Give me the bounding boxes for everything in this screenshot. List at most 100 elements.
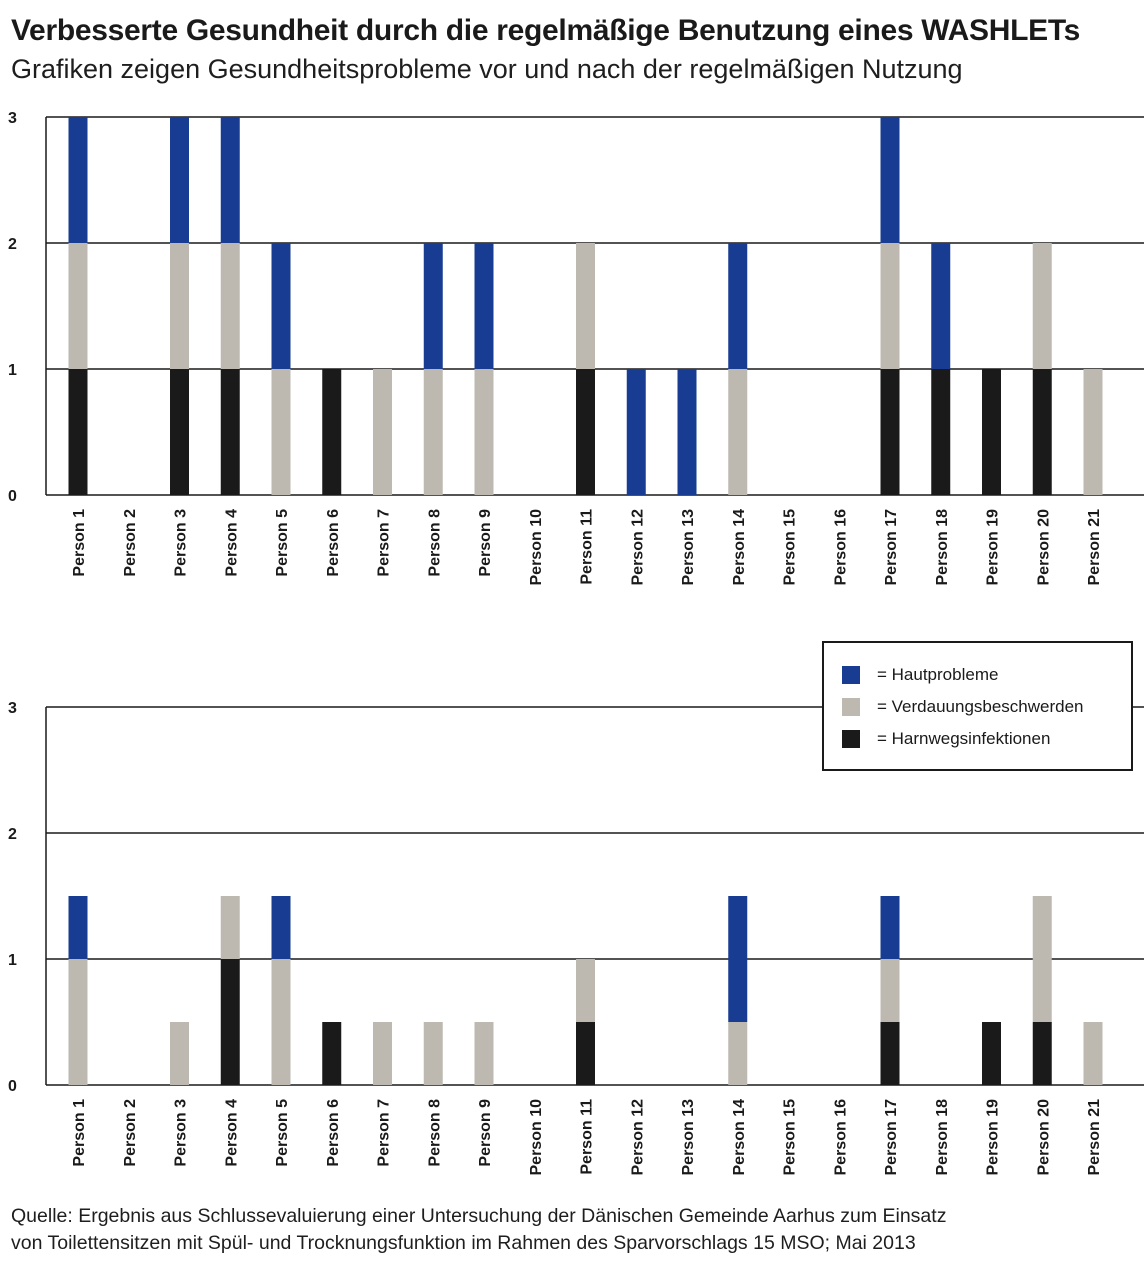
after-bar-hautprobleme-5	[271, 896, 291, 959]
before-x-tick-label: Person 17	[883, 509, 900, 586]
before-bar-verdauungsbeschwerden-1	[68, 243, 88, 369]
after-bar-verdauungsbeschwerden-21	[1083, 1022, 1103, 1085]
after-x-tick-label: Person 4	[223, 1099, 240, 1167]
before-bar-hautprobleme-14	[728, 243, 748, 369]
after-x-tick-label: Person 9	[477, 1099, 494, 1167]
after-x-tick-label: Person 10	[528, 1099, 545, 1176]
after-bar-verdauungsbeschwerden-17	[880, 959, 900, 1022]
after-x-tick-label: Person 16	[832, 1099, 849, 1176]
before-bar-hautprobleme-3	[170, 117, 189, 243]
after-x-tick-label: Person 13	[680, 1099, 697, 1176]
legend-label-hautprobleme: = Hautprobleme	[877, 665, 999, 684]
before-bar-hautprobleme-8	[423, 243, 443, 369]
chart-subtitle: Grafiken zeigen Gesundheitsprobleme vor …	[11, 54, 963, 84]
after-x-tick-label: Person 19	[985, 1099, 1002, 1176]
before-bar-verdauungsbeschwerden-17	[880, 243, 900, 369]
before-x-tick-label: Person 21	[1086, 509, 1103, 586]
before-bar-verdauungsbeschwerden-11	[576, 243, 595, 369]
before-bar-hautprobleme-4	[220, 117, 240, 243]
before-x-tick-label: Person 3	[173, 509, 190, 577]
before-bar-hautprobleme-18	[931, 243, 951, 369]
after-bar-harnwegsinfektionen-4	[220, 959, 240, 1085]
before-bar-harnwegsinfektionen-11	[576, 369, 595, 495]
after-bar-verdauungsbeschwerden-5	[271, 959, 291, 1085]
after-bar-harnwegsinfektionen-6	[322, 1022, 342, 1085]
before-bar-harnwegsinfektionen-19	[982, 369, 1001, 495]
after-bar-hautprobleme-14	[728, 896, 748, 1022]
after-bar-harnwegsinfektionen-17	[880, 1022, 900, 1085]
after-bar-hautprobleme-1	[68, 896, 88, 959]
before-bar-harnwegsinfektionen-20	[1032, 369, 1052, 495]
before-bar-hautprobleme-17	[880, 117, 900, 243]
before-x-tick-label: Person 4	[223, 509, 240, 577]
after-x-tick-label: Person 2	[122, 1099, 139, 1167]
after-bar-harnwegsinfektionen-20	[1032, 1022, 1052, 1085]
chart-before-usage: 0 1 2 3 Person 1 Person 2 Person 3 Person 4 Pers…	[8, 110, 1144, 586]
legend-label-verdauungsbeschwerden: = Verdauungsbeschwerden	[877, 697, 1084, 716]
after-bar-harnwegsinfektionen-19	[982, 1022, 1001, 1085]
legend-swatch-harnwegsinfektionen	[842, 730, 860, 748]
before-bar-verdauungsbeschwerden-5	[271, 369, 291, 495]
legend-label-harnwegsinfektionen: = Harnwegsinfektionen	[877, 729, 1051, 748]
before-bar-verdauungsbeschwerden-4	[220, 243, 240, 369]
before-bar-harnwegsinfektionen-6	[322, 369, 342, 495]
after-x-tick-label: Person 8	[426, 1099, 443, 1167]
before-bar-harnwegsinfektionen-1	[68, 369, 88, 495]
before-x-tick-label: Person 2	[122, 509, 139, 577]
before-y-tick-label: 2	[8, 236, 17, 253]
after-y-tick-label: 0	[8, 1078, 17, 1095]
before-bar-verdauungsbeschwerden-20	[1032, 243, 1052, 369]
after-bar-verdauungsbeschwerden-7	[373, 1022, 392, 1085]
after-bar-verdauungsbeschwerden-14	[728, 1022, 748, 1085]
before-x-tick-label: Person 15	[782, 509, 799, 586]
after-bar-verdauungsbeschwerden-11	[576, 959, 595, 1022]
after-bar-verdauungsbeschwerden-3	[170, 1022, 189, 1085]
after-bar-verdauungsbeschwerden-20	[1032, 896, 1052, 1022]
before-bar-verdauungsbeschwerden-9	[474, 369, 494, 495]
after-bar-verdauungsbeschwerden-9	[474, 1022, 494, 1085]
before-bar-hautprobleme-1	[68, 117, 88, 243]
chart-title: Verbesserte Gesundheit durch die regelmä…	[11, 14, 1080, 47]
after-x-tick-label: Person 3	[173, 1099, 190, 1167]
legend-item-verdauungsbeschwerden: = Verdauungsbeschwerden	[842, 697, 1084, 717]
before-x-tick-label: Person 6	[325, 509, 342, 577]
source-line-1: Quelle: Ergebnis aus Schlussevaluierung …	[11, 1205, 947, 1227]
before-bar-verdauungsbeschwerden-21	[1083, 369, 1103, 495]
before-bar-verdauungsbeschwerden-3	[170, 243, 189, 369]
after-x-tick-label: Person 20	[1035, 1099, 1052, 1176]
after-y-tick-label: 2	[8, 826, 17, 843]
after-x-tick-label: Person 17	[883, 1099, 900, 1176]
before-y-tick-label: 0	[8, 488, 17, 505]
legend-swatch-verdauungsbeschwerden	[842, 698, 860, 716]
after-x-tick-label: Person 11	[579, 1099, 596, 1175]
after-x-tick-label: Person 5	[274, 1099, 291, 1167]
after-x-tick-label: Person 14	[731, 1099, 748, 1176]
before-bar-verdauungsbeschwerden-14	[728, 369, 748, 495]
before-bar-hautprobleme-13	[677, 369, 697, 495]
after-x-tick-label: Person 15	[782, 1099, 799, 1176]
before-x-tick-label: Person 12	[629, 509, 646, 586]
after-bar-hautprobleme-17	[880, 896, 900, 959]
before-x-tick-label: Person 5	[274, 509, 291, 577]
legend-item-harnwegsinfektionen: = Harnwegsinfektionen	[842, 729, 1050, 749]
before-x-tick-label: Person 16	[832, 509, 849, 586]
before-x-tick-label: Person 7	[376, 509, 393, 577]
source-note: Quelle: Ergebnis aus Schlussevaluierung …	[11, 1203, 946, 1257]
legend-box: = Hautprobleme = Verdauungsbeschwerden =…	[822, 641, 1133, 771]
after-x-tick-label: Person 6	[325, 1099, 342, 1167]
before-bar-harnwegsinfektionen-3	[170, 369, 189, 495]
legend-item-hautprobleme: = Hautprobleme	[842, 665, 998, 685]
before-x-tick-label: Person 13	[680, 509, 697, 586]
after-bar-verdauungsbeschwerden-4	[220, 896, 240, 959]
after-x-tick-label: Person 7	[376, 1099, 393, 1167]
source-line-2: von Toilettensitzen mit Spül- und Trockn…	[11, 1232, 916, 1254]
after-bar-verdauungsbeschwerden-8	[423, 1022, 443, 1085]
before-bar-harnwegsinfektionen-17	[880, 369, 900, 495]
after-bar-harnwegsinfektionen-11	[576, 1022, 595, 1085]
before-x-tick-label: Person 14	[731, 509, 748, 586]
before-bar-harnwegsinfektionen-18	[931, 369, 951, 495]
before-x-tick-label: Person 11	[579, 509, 596, 585]
after-bar-verdauungsbeschwerden-1	[68, 959, 88, 1085]
before-x-tick-label: Person 8	[426, 509, 443, 577]
legend-swatch-hautprobleme	[842, 666, 860, 684]
